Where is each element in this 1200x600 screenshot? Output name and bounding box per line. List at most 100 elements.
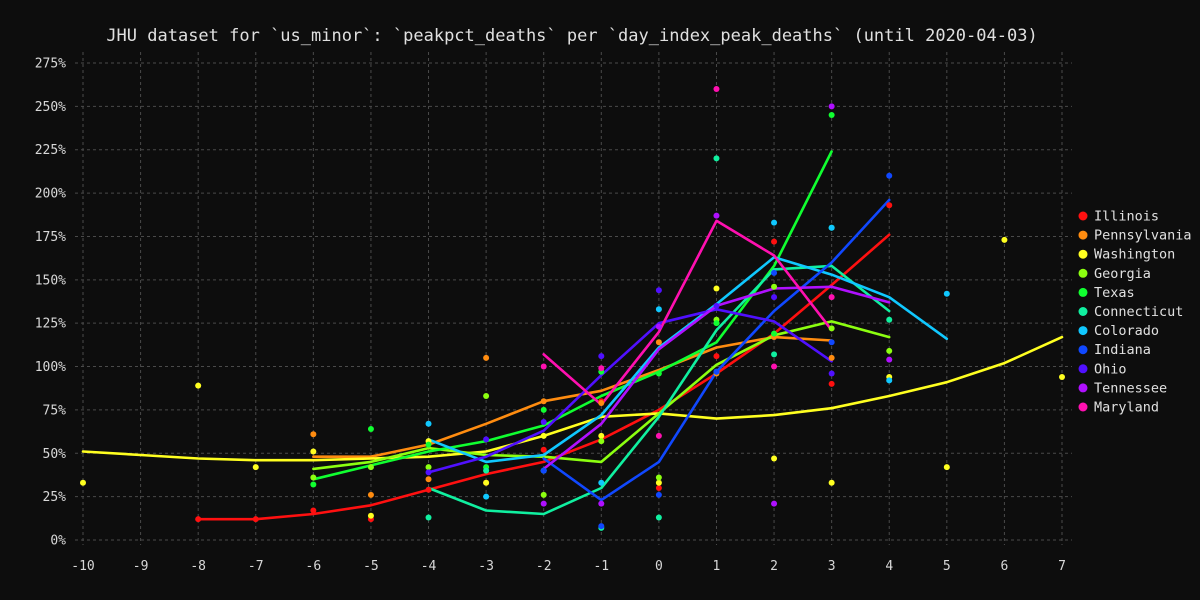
data-point-illinois [540,446,547,453]
data-point-tennessee [828,103,835,110]
data-point-colorado [483,493,490,500]
data-point-texas [655,370,662,377]
legend-label: Illinois [1094,209,1159,225]
data-point-texas [540,406,547,413]
data-point-pennsylvania [540,398,547,405]
legend-marker [1078,345,1088,355]
series-line-colorado [427,256,949,464]
data-point-indiana [540,467,547,474]
legend-marker [1078,268,1088,278]
data-point-illinois [713,353,720,360]
x-tick-label: 4 [885,559,893,574]
data-point-texas [310,481,317,488]
data-point-connecticut [483,467,490,474]
data-point-indiana [713,368,720,375]
x-tick-label: -9 [133,559,149,574]
series-line-pennsylvania [312,335,833,458]
legend-label: Pennsylvania [1094,228,1192,244]
data-point-tennessee [598,500,605,507]
data-point-georgia [310,474,317,481]
data-point-ohio [540,419,547,426]
data-point-illinois [886,202,893,209]
data-point-colorado [771,219,778,226]
y-tick-label: 50% [43,447,67,462]
data-point-maryland [713,86,720,93]
series-line-washington [81,335,1064,462]
data-point-illinois [655,484,662,491]
grid [75,52,1072,545]
data-point-georgia [425,464,432,471]
series-line-texas [312,150,833,481]
data-point-washington [252,464,259,471]
data-point-georgia [483,393,490,400]
data-point-pennsylvania [655,339,662,346]
y-tick-label: 25% [43,490,67,505]
y-tick-label: 0% [50,534,66,549]
y-tick-label: 275% [35,57,66,72]
x-tick-label: 3 [828,559,836,574]
y-tick-label: 175% [35,230,66,245]
data-point-ohio [425,469,432,476]
data-point-ohio [655,287,662,294]
data-point-indiana [771,269,778,276]
data-point-illinois [425,486,432,493]
x-tick-label: 7 [1058,559,1066,574]
data-point-georgia [771,283,778,290]
data-point-texas [713,320,720,327]
series-line-ohio [427,308,833,474]
data-point-tennessee [655,323,662,330]
x-tick-label: -8 [190,559,206,574]
data-point-pennsylvania [483,354,490,361]
data-point-indiana [655,491,662,498]
data-point-maryland [540,363,547,370]
data-point-washington [943,464,950,471]
data-point-colorado [655,306,662,313]
data-point-tennessee [713,212,720,219]
data-point-tennessee [771,500,778,507]
data-point-colorado [598,479,605,486]
x-tick-label: -1 [593,559,609,574]
y-tick-label: 125% [35,317,66,332]
data-point-pennsylvania [425,476,432,483]
data-point-texas [367,425,374,432]
series-points [80,86,1065,531]
legend-label: Washington [1094,247,1175,263]
data-point-illinois [771,238,778,245]
x-tick-label: -7 [248,559,264,574]
data-point-washington [598,432,605,439]
legend-marker [1078,383,1088,393]
data-point-washington [483,479,490,486]
x-tick-label: -6 [306,559,322,574]
legend-marker [1078,230,1088,240]
data-point-connecticut [771,351,778,358]
data-point-washington [828,479,835,486]
data-point-illinois [252,516,259,523]
data-point-pennsylvania [310,431,317,438]
data-point-ohio [598,353,605,360]
data-point-connecticut [886,316,893,323]
legend-label: Ohio [1094,361,1127,377]
legend-label: Georgia [1094,266,1151,282]
data-point-maryland [655,432,662,439]
y-tick-label: 250% [35,100,66,115]
legend-marker [1078,326,1088,336]
legend-marker [1078,287,1088,297]
legend-label: Tennessee [1094,380,1167,396]
series-line-connecticut [427,264,891,516]
series-lines [81,150,1064,521]
data-point-tennessee [540,500,547,507]
y-tick-label: 75% [43,403,67,418]
data-point-maryland [828,294,835,301]
chart-title: JHU dataset for `us_minor`: `peakpct_dea… [106,26,1037,46]
legend-label: Colorado [1094,323,1159,339]
data-point-connecticut [425,514,432,521]
legend-label: Texas [1094,285,1135,301]
data-point-texas [425,441,432,448]
x-tick-label: -4 [421,559,437,574]
data-point-ohio [483,436,490,443]
data-point-texas [771,330,778,337]
legend-label: Maryland [1094,400,1159,416]
data-point-connecticut [655,514,662,521]
data-point-georgia [367,464,374,471]
data-point-washington [655,479,662,486]
